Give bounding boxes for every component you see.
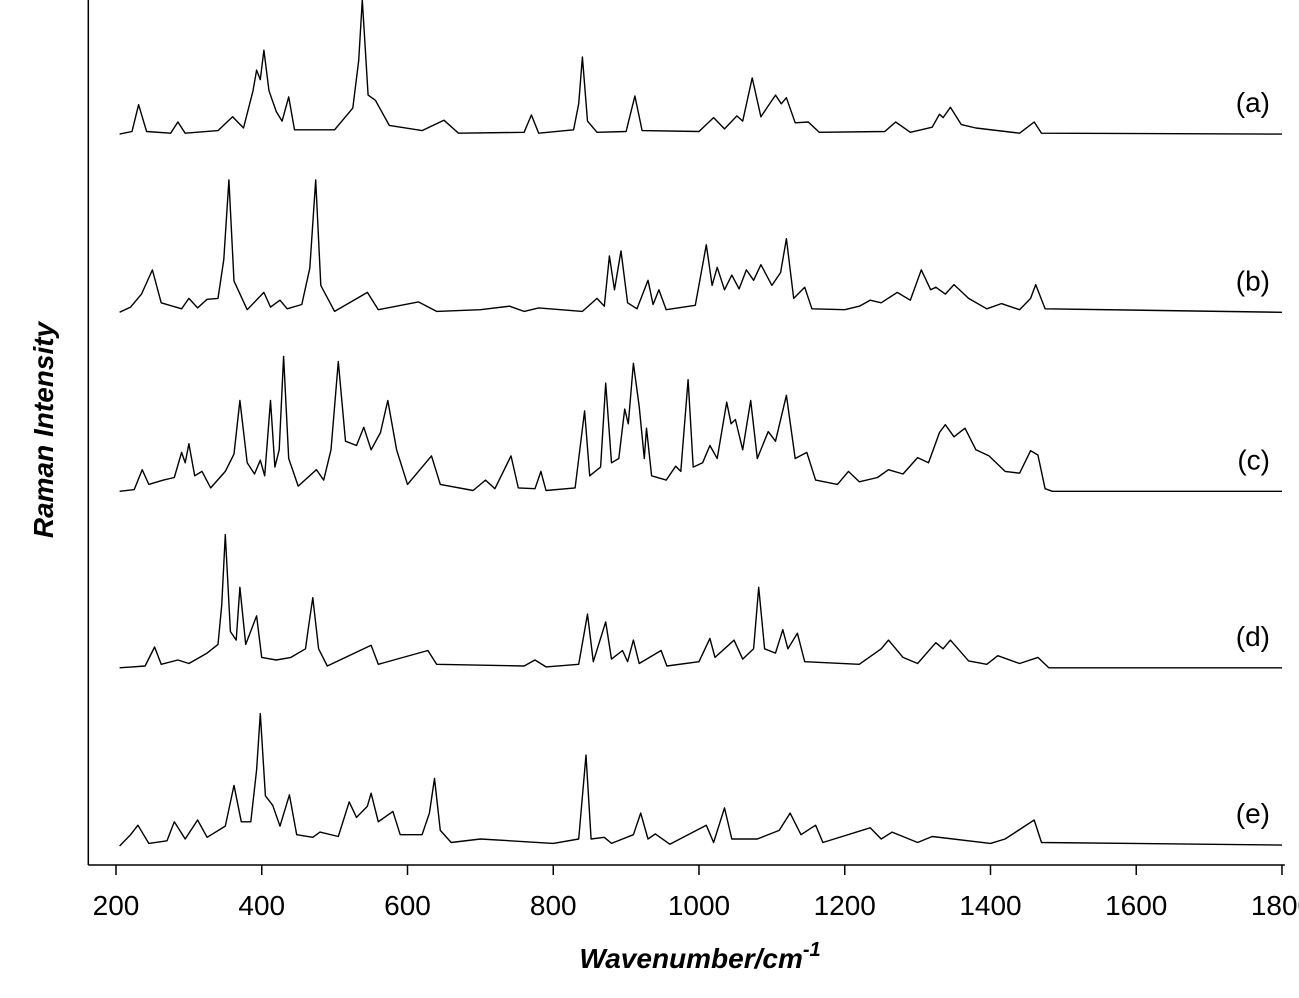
- spectrum-line: [119, 0, 1283, 135]
- spectrum-line: [119, 712, 1283, 847]
- x-axis-title: Wavenumber/cm-1: [579, 939, 820, 974]
- x-tick-label: 800: [530, 890, 577, 921]
- x-tick-label: 200: [93, 890, 140, 921]
- y-axis-title: Raman Intensity: [28, 320, 59, 538]
- x-tick-label: 1200: [814, 890, 876, 921]
- x-axis-title-superscript: -1: [803, 939, 821, 961]
- x-tick-label: 1400: [959, 890, 1021, 921]
- x-tick-label: 600: [384, 890, 431, 921]
- x-axis-title-text: Wavenumber/cm: [579, 943, 803, 974]
- spectrum-line: [119, 355, 1282, 492]
- spectrum-line: [119, 179, 1283, 313]
- series-label: (d): [1236, 621, 1270, 652]
- series-label: (c): [1237, 444, 1270, 475]
- x-tick-label: 1800: [1251, 890, 1299, 921]
- x-tick-label: 400: [238, 890, 285, 921]
- x-tick-label: 1600: [1105, 890, 1167, 921]
- series-label: (e): [1236, 798, 1270, 829]
- spectrum-line: [119, 533, 1282, 669]
- series-label: (b): [1236, 265, 1270, 296]
- x-tick-label: 1000: [668, 890, 730, 921]
- series-label: (a): [1236, 87, 1270, 118]
